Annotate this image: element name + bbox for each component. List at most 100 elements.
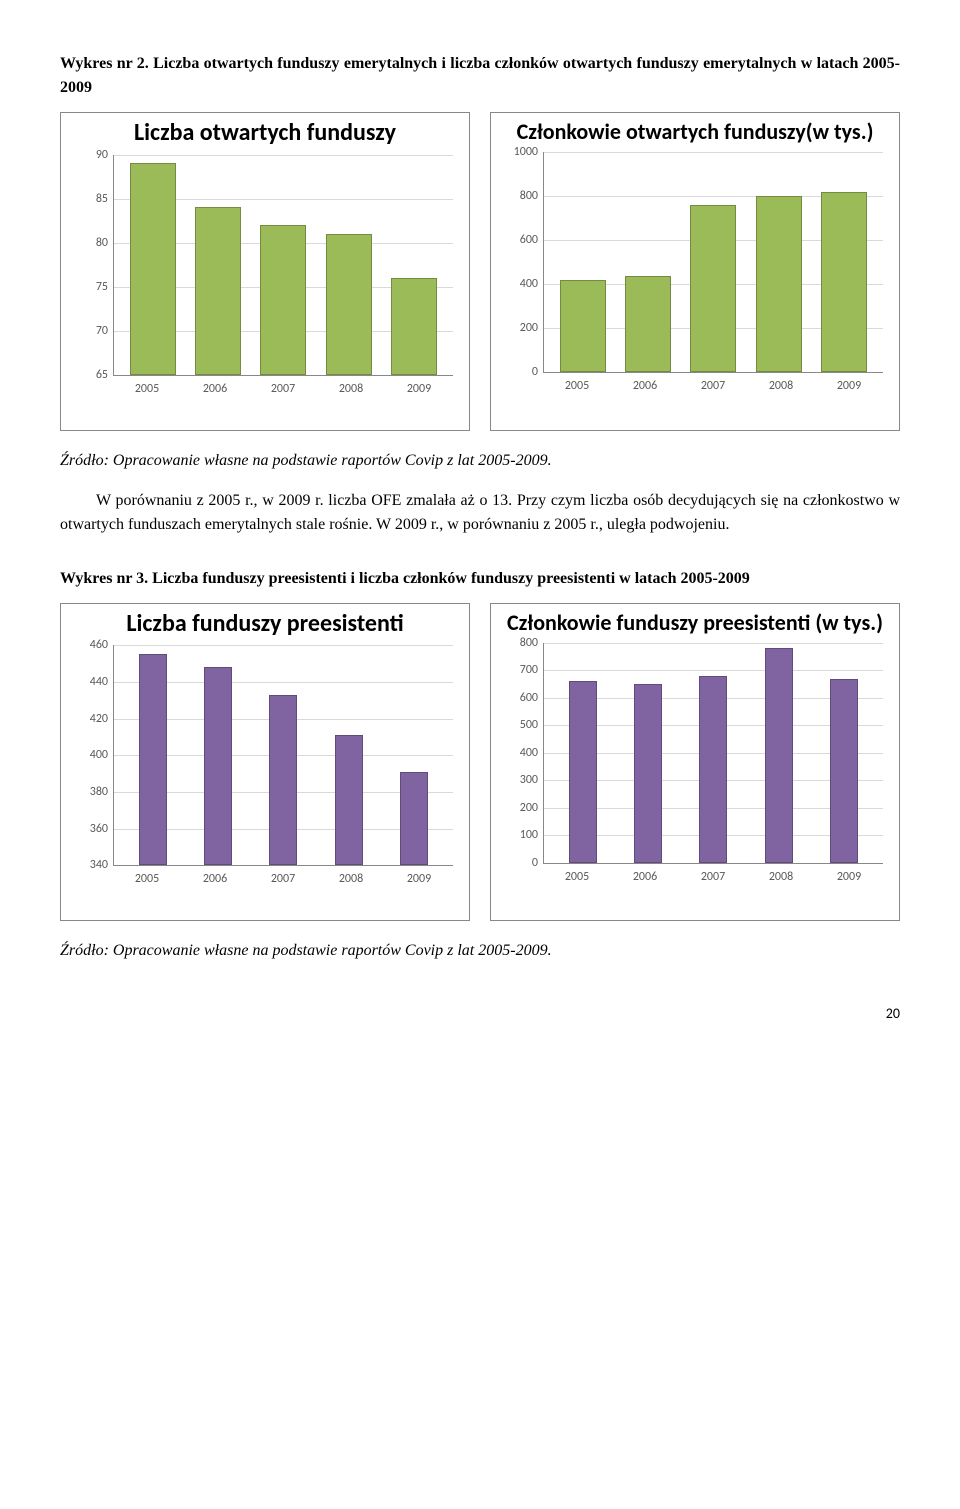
x-tick-label: 2007 <box>701 868 725 886</box>
chart3-x-labels: 2005 2006 2007 2008 2009 <box>113 870 453 888</box>
figure-3-caption: Wykres nr 3. Liczba funduszy preesistent… <box>60 567 900 591</box>
y-tick-label: 200 <box>502 799 538 817</box>
chart-4-box: Członkowie funduszy preesistenti (w tys.… <box>490 603 900 922</box>
y-tick-label: 1000 <box>502 143 538 161</box>
chart2-bars <box>544 152 883 372</box>
bar-2007 <box>260 225 306 375</box>
chart4-x-labels: 2005 2006 2007 2008 2009 <box>543 868 883 886</box>
x-tick-label: 2008 <box>339 870 363 888</box>
bar-2006 <box>625 276 671 373</box>
chart1-bars <box>114 155 453 375</box>
bar-2005 <box>560 280 606 372</box>
y-tick-label: 800 <box>502 634 538 652</box>
x-tick-label: 2005 <box>135 380 159 398</box>
y-tick-label: 65 <box>72 366 108 384</box>
bar-2005 <box>139 654 167 865</box>
chart-2-box: Członkowie otwartych funduszy(w tys.)020… <box>490 112 900 431</box>
chart1-plot: 657075808590 <box>113 155 453 376</box>
y-tick-label: 200 <box>502 319 538 337</box>
y-tick-label: 80 <box>72 234 108 252</box>
y-tick-label: 500 <box>502 716 538 734</box>
y-tick-label: 460 <box>72 636 108 654</box>
y-tick-label: 360 <box>72 820 108 838</box>
chart2-title: Członkowie otwartych funduszy(w tys.) <box>501 119 889 144</box>
charts-row-2: Liczba funduszy preesistenti340360380400… <box>60 603 900 922</box>
chart-3-box: Liczba funduszy preesistenti340360380400… <box>60 603 470 922</box>
x-tick-label: 2009 <box>837 377 861 395</box>
bar-2006 <box>204 667 232 865</box>
chart4-bars <box>544 643 883 863</box>
bar-2009 <box>830 679 858 863</box>
chart1-title: Liczba otwartych funduszy <box>71 119 459 147</box>
bar-2005 <box>569 681 597 863</box>
figure-2-caption: Wykres nr 2. Liczba otwartych funduszy e… <box>60 52 900 100</box>
figure-3-text: Liczba funduszy preesistenti i liczba cz… <box>148 570 750 587</box>
y-tick-label: 420 <box>72 710 108 728</box>
source-note-1: Źródło: Opracowanie własne na podstawie … <box>60 449 900 473</box>
bar-2008 <box>756 196 802 372</box>
x-tick-label: 2007 <box>701 377 725 395</box>
x-tick-label: 2008 <box>769 868 793 886</box>
chart-1-box: Liczba otwartych funduszy657075808590200… <box>60 112 470 431</box>
chart3-bars <box>114 645 453 865</box>
y-tick-label: 800 <box>502 187 538 205</box>
x-tick-label: 2006 <box>203 380 227 398</box>
y-tick-label: 70 <box>72 322 108 340</box>
body-paragraph: W porównaniu z 2005 r., w 2009 r. liczba… <box>60 489 900 537</box>
y-tick-label: 600 <box>502 689 538 707</box>
y-tick-label: 440 <box>72 673 108 691</box>
x-tick-label: 2006 <box>633 868 657 886</box>
y-tick-label: 400 <box>502 275 538 293</box>
bar-2008 <box>335 735 363 865</box>
chart4-title: Członkowie funduszy preesistenti (w tys.… <box>501 610 889 635</box>
bar-2008 <box>326 234 372 375</box>
y-tick-label: 400 <box>72 746 108 764</box>
y-tick-label: 90 <box>72 146 108 164</box>
x-tick-label: 2009 <box>407 380 431 398</box>
y-tick-label: 400 <box>502 744 538 762</box>
chart3-plot: 340360380400420440460 <box>113 645 453 866</box>
y-tick-label: 85 <box>72 190 108 208</box>
bar-2009 <box>391 278 437 375</box>
bar-2005 <box>130 163 176 374</box>
y-tick-label: 300 <box>502 771 538 789</box>
x-tick-label: 2005 <box>135 870 159 888</box>
chart2-plot: 02004006008001000 <box>543 152 883 373</box>
charts-row-1: Liczba otwartych funduszy657075808590200… <box>60 112 900 431</box>
y-tick-label: 380 <box>72 783 108 801</box>
source-note-2: Źródło: Opracowanie własne na podstawie … <box>60 939 900 963</box>
x-tick-label: 2005 <box>565 377 589 395</box>
y-tick-label: 75 <box>72 278 108 296</box>
x-tick-label: 2008 <box>769 377 793 395</box>
bar-2007 <box>699 676 727 863</box>
chart2-x-labels: 2005 2006 2007 2008 2009 <box>543 377 883 395</box>
bar-2009 <box>821 192 867 372</box>
x-tick-label: 2006 <box>633 377 657 395</box>
y-tick-label: 0 <box>502 363 538 381</box>
y-tick-label: 700 <box>502 661 538 679</box>
bar-2008 <box>765 648 793 863</box>
bar-2006 <box>634 684 662 863</box>
x-tick-label: 2007 <box>271 380 295 398</box>
chart4-plot: 0100200300400500600700800 <box>543 643 883 864</box>
y-tick-label: 600 <box>502 231 538 249</box>
x-tick-label: 2009 <box>837 868 861 886</box>
y-tick-label: 340 <box>72 856 108 874</box>
x-tick-label: 2009 <box>407 870 431 888</box>
x-tick-label: 2008 <box>339 380 363 398</box>
x-tick-label: 2006 <box>203 870 227 888</box>
bar-2007 <box>269 695 297 866</box>
y-tick-label: 100 <box>502 826 538 844</box>
bar-2007 <box>690 205 736 372</box>
chart1-x-labels: 2005 2006 2007 2008 2009 <box>113 380 453 398</box>
y-tick-label: 0 <box>502 854 538 872</box>
x-tick-label: 2007 <box>271 870 295 888</box>
figure-3-prefix: Wykres nr 3. <box>60 570 148 587</box>
bar-2009 <box>400 772 428 866</box>
figure-2-prefix: Wykres nr 2. <box>60 55 149 72</box>
bar-2006 <box>195 207 241 374</box>
x-tick-label: 2005 <box>565 868 589 886</box>
figure-2-text: Liczba otwartych funduszy emerytalnych i… <box>60 55 900 96</box>
page-number: 20 <box>60 1003 900 1024</box>
chart3-title: Liczba funduszy preesistenti <box>71 610 459 638</box>
